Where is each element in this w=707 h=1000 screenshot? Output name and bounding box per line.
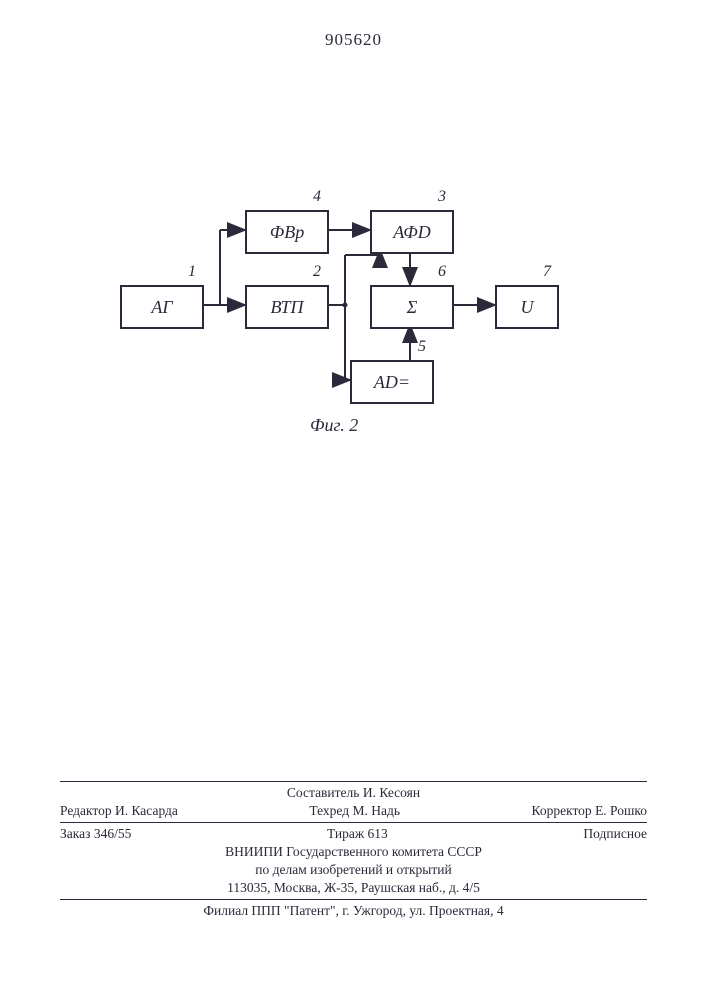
corrector-name: Е. Рошко (595, 803, 647, 818)
page: 905620 (0, 0, 707, 1000)
block-diagram: АГ 1 ВТП 2 ФВр 4 АФD 3 Σ 6 АD= 5 U 7 Фиг… (120, 200, 590, 520)
block-2-label: ВТП (271, 297, 304, 318)
print-line: Заказ 346/55 Тираж 613 Подписное (60, 825, 647, 843)
block-6-label: Σ (407, 297, 418, 318)
compiler-line: Составитель И. Кесоян (60, 784, 647, 802)
org-line-1: ВНИИПИ Государственного комитета СССР (60, 843, 647, 861)
order-label: Заказ (60, 826, 90, 841)
block-7-u: U (495, 285, 559, 329)
block-1-ag: АГ (120, 285, 204, 329)
block-3-number: 3 (438, 188, 446, 206)
document-number: 905620 (0, 30, 707, 50)
tirazh-label: Тираж (327, 826, 364, 841)
block-6-number: 6 (438, 263, 446, 281)
block-4-number: 4 (313, 188, 321, 206)
block-5-number: 5 (418, 338, 426, 356)
address-line: 113035, Москва, Ж-35, Раушская наб., д. … (60, 879, 647, 897)
block-3-label: АФD (393, 222, 431, 243)
compiler-label: Составитель (287, 785, 360, 800)
block-6-sum: Σ (370, 285, 454, 329)
corrector-label: Корректор (532, 803, 592, 818)
colophon: Составитель И. Кесоян Редактор И. Касард… (60, 779, 647, 920)
techred-name: М. Надь (352, 803, 400, 818)
org-line-2: по делам изобретений и открытий (60, 861, 647, 879)
block-1-number: 1 (188, 263, 196, 281)
block-3-afd: АФD (370, 210, 454, 254)
corrector: Корректор Е. Рошко (532, 803, 648, 819)
divider (60, 822, 647, 823)
divider (60, 781, 647, 782)
compiler-name: И. Кесоян (363, 785, 420, 800)
credits-line: Редактор И. Касарда Техред М. Надь Корре… (60, 802, 647, 820)
block-5-label: АD= (374, 372, 410, 393)
signature: Подписное (583, 826, 647, 842)
figure-caption: Фиг. 2 (310, 415, 358, 436)
editor: Редактор И. Касарда (60, 803, 178, 819)
order: Заказ 346/55 (60, 826, 131, 842)
techred: Техред М. Надь (309, 803, 400, 819)
block-7-number: 7 (543, 263, 551, 281)
tirazh: Тираж 613 (327, 826, 388, 842)
block-5-ad: АD= (350, 360, 434, 404)
branch-line: Филиал ППП "Патент", г. Ужгород, ул. Про… (60, 902, 647, 920)
block-1-label: АГ (151, 297, 172, 318)
block-2-vtp: ВТП (245, 285, 329, 329)
block-2-number: 2 (313, 263, 321, 281)
tirazh-value: 613 (368, 826, 388, 841)
order-value: 346/55 (94, 826, 132, 841)
editor-name: И. Касарда (115, 803, 178, 818)
block-7-label: U (521, 297, 534, 318)
editor-label: Редактор (60, 803, 112, 818)
divider (60, 899, 647, 900)
block-4-fvr: ФВр (245, 210, 329, 254)
techred-label: Техред (309, 803, 349, 818)
block-4-label: ФВр (270, 222, 304, 243)
